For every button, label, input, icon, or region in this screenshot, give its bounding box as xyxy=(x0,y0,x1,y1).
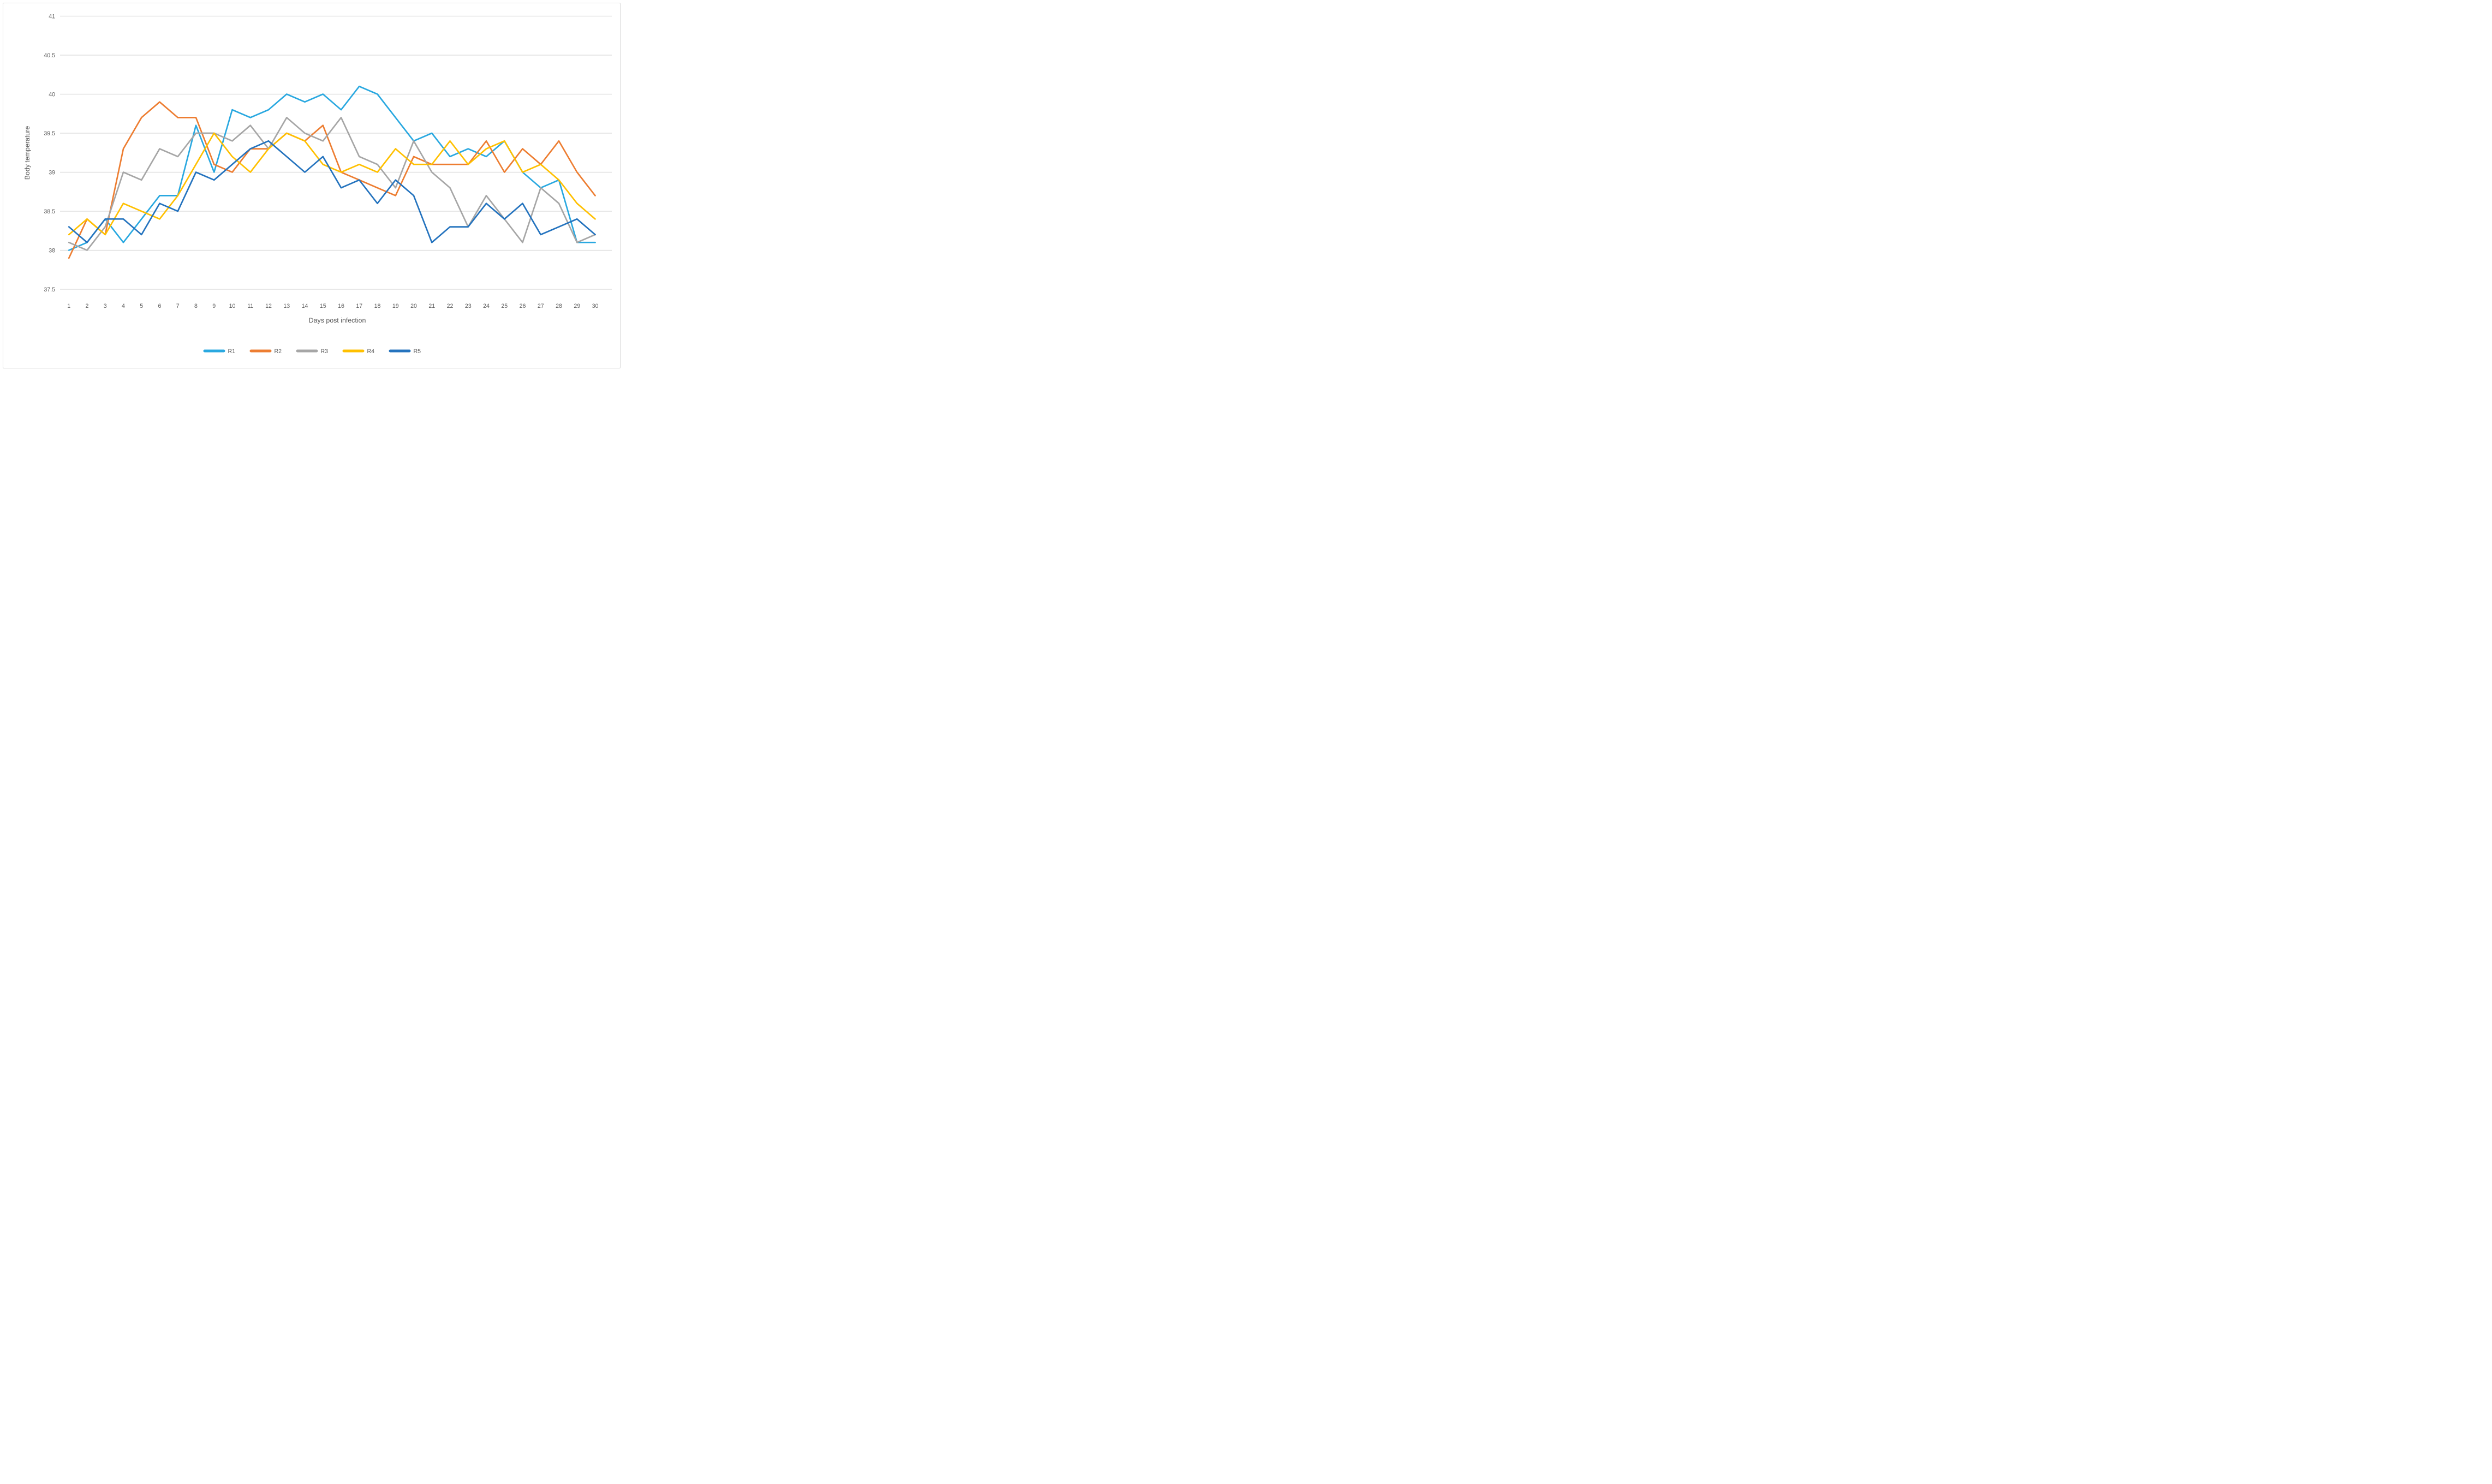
x-tick-label-28: 28 xyxy=(556,303,562,309)
x-tick-label-19: 19 xyxy=(392,303,399,309)
x-tick-label-25: 25 xyxy=(501,303,508,309)
legend-label-R3: R3 xyxy=(321,348,329,355)
x-tick-label-6: 6 xyxy=(158,303,162,309)
y-axis-tick-labels: 41 40.5 40 39.5 39 38.5 38 37.5 xyxy=(44,13,55,293)
y-tick-label-39: 39 xyxy=(49,169,55,176)
legend-item-R3[interactable]: R3 xyxy=(296,348,329,355)
x-tick-label-5: 5 xyxy=(140,303,143,309)
x-tick-label-15: 15 xyxy=(320,303,326,309)
legend-swatch-R4 xyxy=(342,349,365,353)
x-tick-label-23: 23 xyxy=(465,303,472,309)
y-axis-title: Body temperature xyxy=(23,126,31,180)
x-tick-label-3: 3 xyxy=(104,303,107,309)
legend-swatch-R1 xyxy=(203,349,225,353)
x-tick-label-11: 11 xyxy=(247,303,253,309)
legend-item-R4[interactable]: R4 xyxy=(342,348,375,355)
chart-figure: 41 40.5 40 39.5 39 38.5 38 37.5 1 2 3 4 5 6 7 8 9 10 11 12… xyxy=(0,0,623,371)
x-tick-label-10: 10 xyxy=(229,303,236,309)
x-axis-tick-labels: 1 2 3 4 5 6 7 8 9 10 11 12 13 14 15 16 17 18 19 20 21 22 23 24 2… xyxy=(67,303,598,309)
x-tick-label-22: 22 xyxy=(447,303,454,309)
y-tick-label-37.5: 37.5 xyxy=(44,287,55,293)
series-R3-line xyxy=(68,117,596,251)
legend-label-R5: R5 xyxy=(414,348,421,355)
y-tick-label-41: 41 xyxy=(49,13,55,20)
x-tick-label-9: 9 xyxy=(212,303,216,309)
gridlines-group xyxy=(60,15,612,290)
y-tick-label-38: 38 xyxy=(49,247,55,254)
legend-label-R2: R2 xyxy=(275,348,282,355)
series-R2-line xyxy=(68,101,596,259)
x-tick-label-17: 17 xyxy=(356,303,362,309)
x-tick-label-7: 7 xyxy=(176,303,180,309)
legend-item-R2[interactable]: R2 xyxy=(249,348,282,355)
x-tick-label-27: 27 xyxy=(538,303,544,309)
y-tick-label-40.5: 40.5 xyxy=(44,52,55,59)
y-tick-label-40: 40 xyxy=(49,91,55,98)
legend-label-R1: R1 xyxy=(228,348,236,355)
x-tick-label-30: 30 xyxy=(592,303,599,309)
x-tick-label-26: 26 xyxy=(520,303,526,309)
x-tick-label-1: 1 xyxy=(67,303,70,309)
x-tick-label-20: 20 xyxy=(410,303,417,309)
x-axis-title: Days post infection xyxy=(309,317,366,324)
legend-item-R5[interactable]: R5 xyxy=(389,348,421,355)
y-tick-label-39.5: 39.5 xyxy=(44,130,55,137)
legend-label-R4: R4 xyxy=(367,348,375,355)
legend: R1 R2 R3 R4 R5 xyxy=(203,348,421,355)
legend-swatch-R2 xyxy=(249,349,272,353)
x-tick-label-13: 13 xyxy=(283,303,290,309)
x-tick-label-14: 14 xyxy=(302,303,308,309)
x-tick-label-21: 21 xyxy=(428,303,435,309)
legend-swatch-R5 xyxy=(389,349,411,353)
legend-item-R1[interactable]: R1 xyxy=(203,348,236,355)
x-tick-label-29: 29 xyxy=(574,303,580,309)
x-tick-label-8: 8 xyxy=(194,303,198,309)
x-tick-label-24: 24 xyxy=(483,303,490,309)
series-lines-group xyxy=(68,85,596,259)
x-tick-label-12: 12 xyxy=(265,303,272,309)
series-R5-line xyxy=(68,140,596,243)
legend-swatch-R3 xyxy=(296,349,318,353)
x-tick-label-4: 4 xyxy=(122,303,125,309)
x-tick-label-16: 16 xyxy=(338,303,344,309)
x-tick-label-2: 2 xyxy=(86,303,89,309)
series-R4-line xyxy=(68,132,596,236)
y-tick-label-38.5: 38.5 xyxy=(44,208,55,215)
x-tick-label-18: 18 xyxy=(374,303,381,309)
